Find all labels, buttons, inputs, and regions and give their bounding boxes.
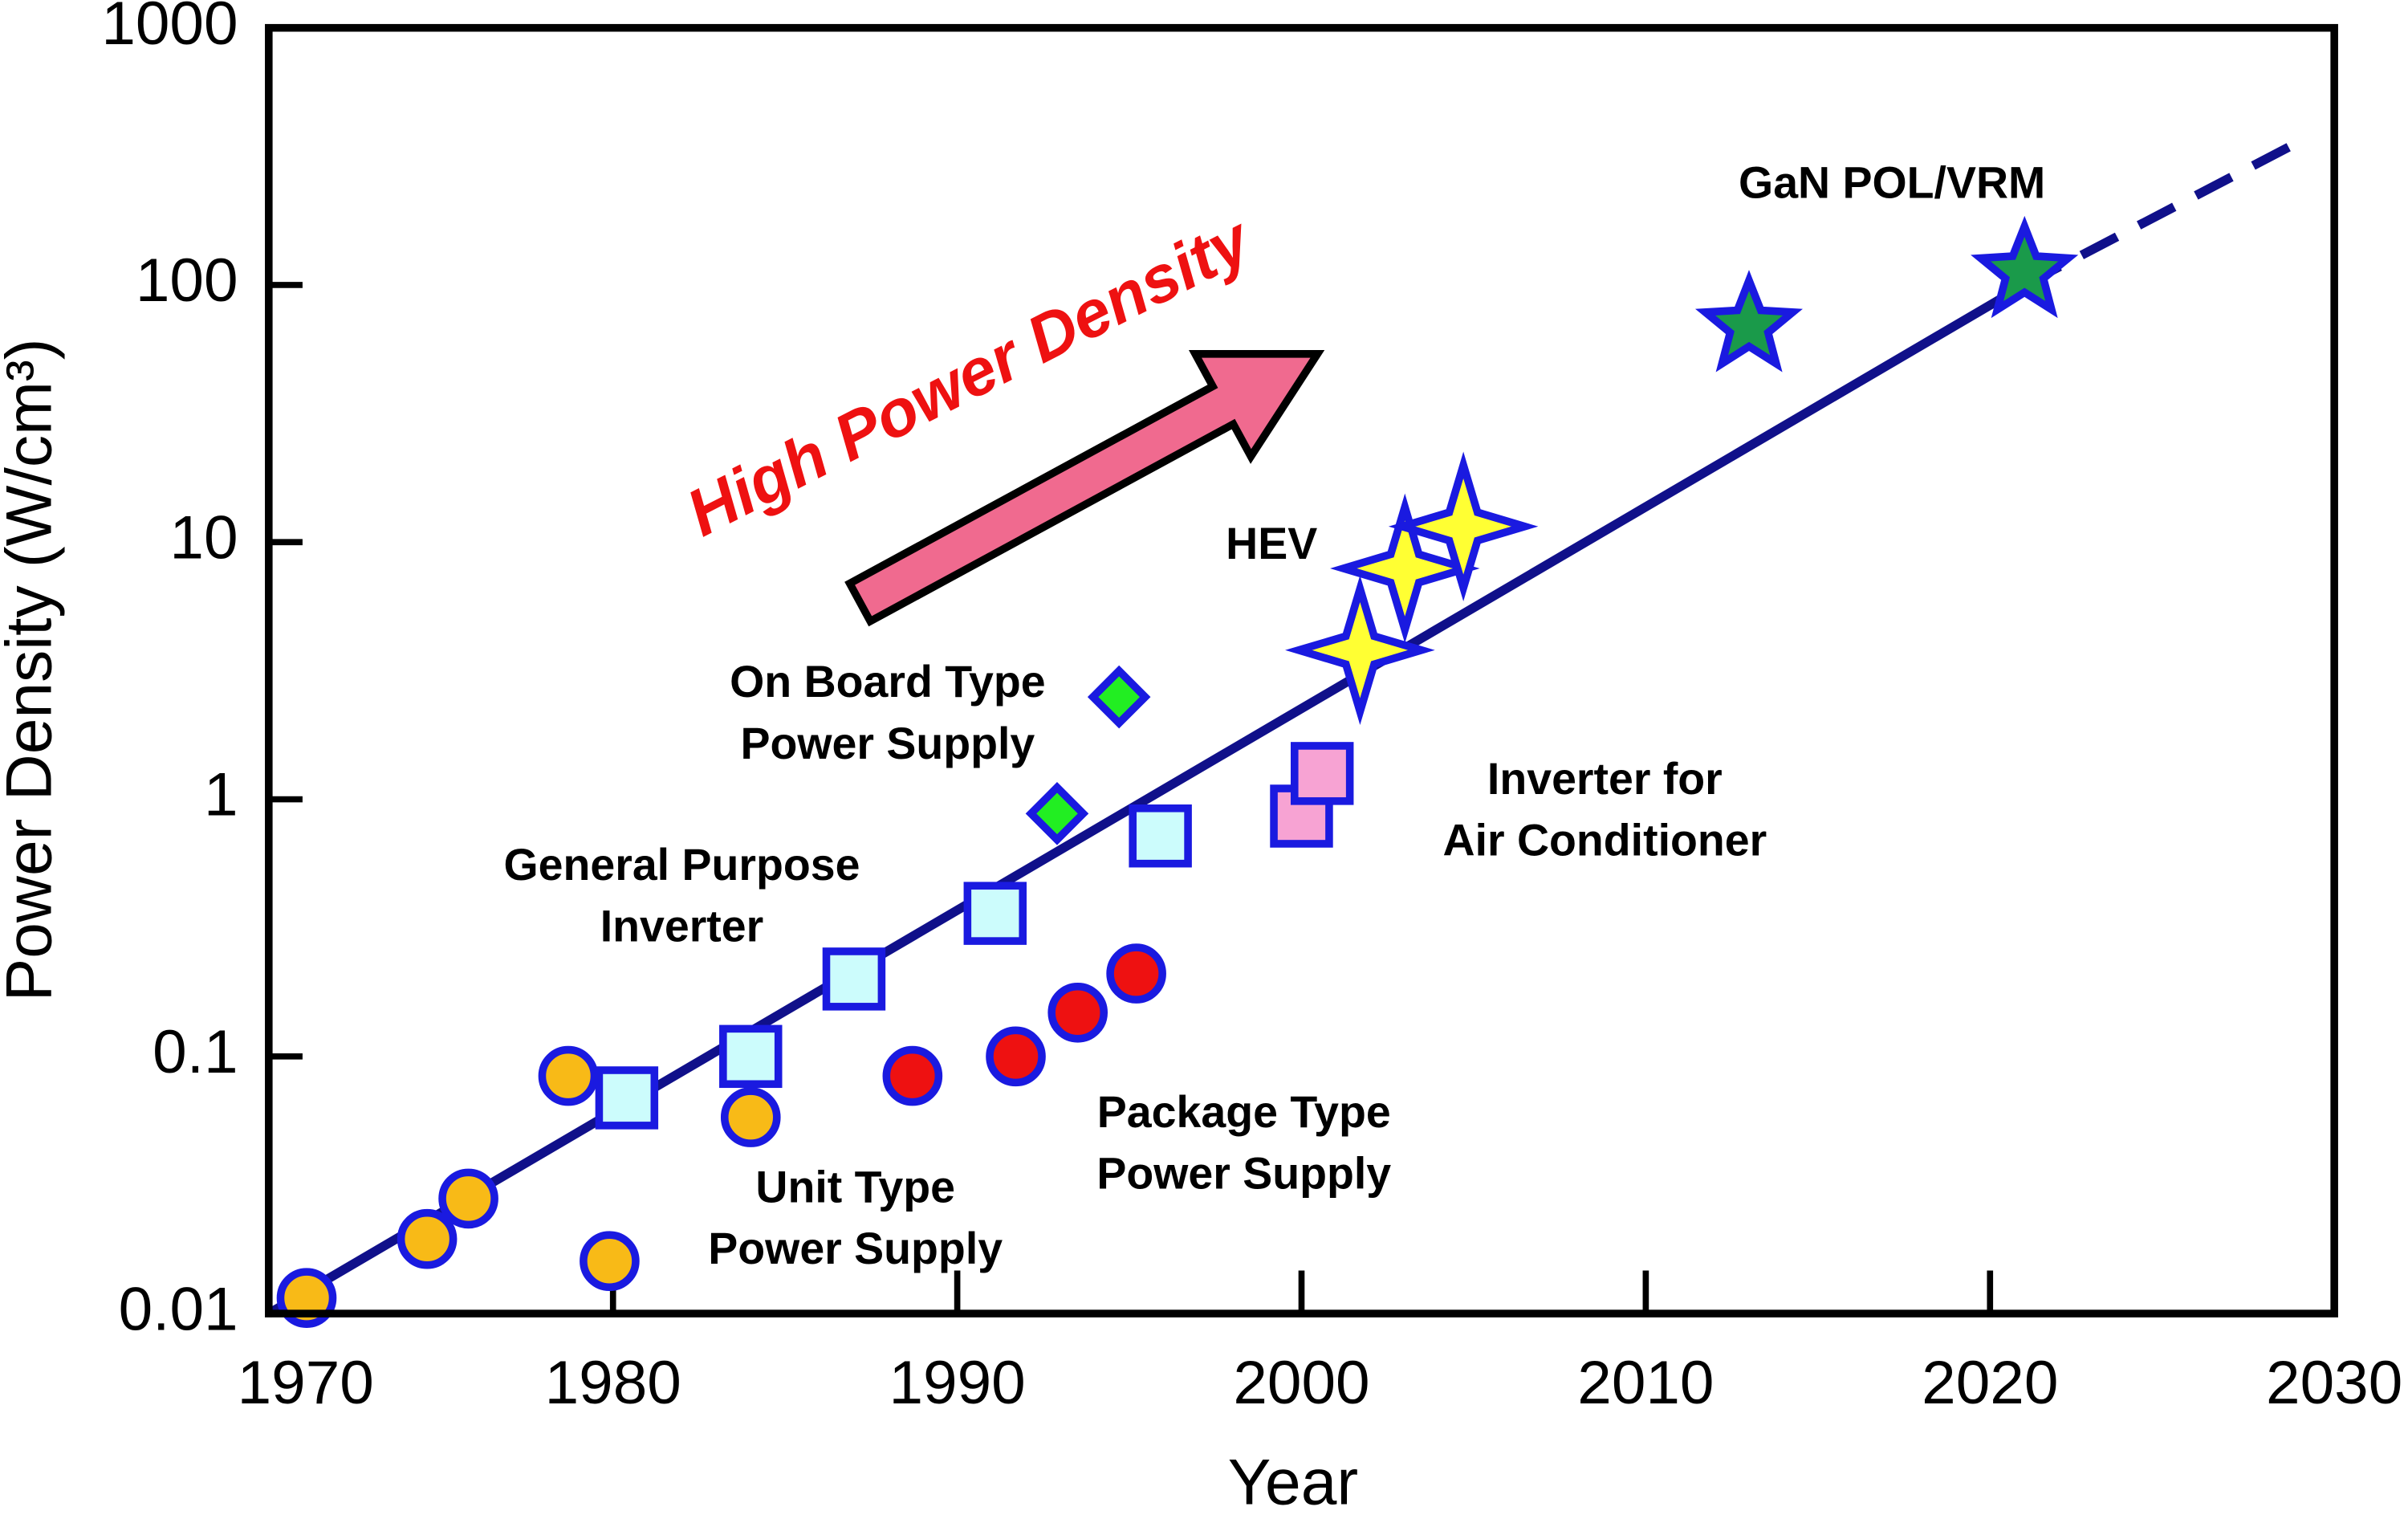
series-label: On Board Type (730, 657, 1045, 707)
y-tick-label: 1 (204, 761, 238, 829)
y-tick-label: 100 (136, 246, 238, 315)
marker (438, 1168, 498, 1229)
series-label: Power Supply (1096, 1148, 1391, 1198)
marker (1330, 493, 1480, 644)
marker (963, 882, 1027, 945)
series-label: Unit Type (755, 1163, 955, 1212)
marker (1047, 982, 1108, 1043)
trend-line (266, 281, 2028, 1318)
y-axis-label: Power Density (W/cm³) (0, 339, 65, 1002)
series-label: Inverter for (1487, 754, 1723, 804)
x-axis-label: Year (1228, 1447, 1358, 1515)
marker (986, 1026, 1046, 1087)
series-label: Power Supply (740, 719, 1035, 768)
x-tick-label: 2010 (1577, 1349, 1714, 1417)
trend-projection (2022, 132, 2312, 290)
marker (1291, 742, 1354, 805)
x-tick-label: 2000 (1233, 1349, 1369, 1417)
x-tick-label: 2020 (1922, 1349, 2058, 1417)
y-tick-label: 0.1 (153, 1018, 238, 1086)
marker (882, 1045, 943, 1106)
series-label: Inverter (600, 901, 764, 951)
series-label: Power Supply (708, 1224, 1003, 1273)
series-label: Package Type (1097, 1087, 1391, 1137)
series-label: Air Conditioner (1443, 815, 1767, 865)
y-tick-label: 1000 (101, 0, 238, 58)
marker (1129, 804, 1192, 868)
marker (580, 1231, 640, 1292)
marker (1694, 270, 1803, 373)
arrow (844, 349, 1325, 627)
series-label: General Purpose (504, 840, 860, 890)
series-label: HEV (1226, 519, 1317, 568)
plot-frame (265, 23, 2338, 1317)
marker (538, 1045, 599, 1106)
x-tick-label: 2030 (2266, 1349, 2402, 1417)
series-label: GaN POL/VRM (1739, 157, 2045, 207)
marker (397, 1208, 458, 1269)
marker (1971, 215, 2079, 319)
marker (719, 1024, 783, 1089)
marker (822, 947, 886, 1011)
marker (1285, 575, 1435, 726)
x-tick-label: 1970 (238, 1349, 374, 1417)
y-tick-label: 0.01 (119, 1275, 238, 1343)
marker (1087, 665, 1151, 729)
x-tick-label: 1990 (889, 1349, 1025, 1417)
marker (720, 1087, 781, 1147)
y-tick-label: 10 (169, 503, 238, 572)
marker (1106, 943, 1166, 1004)
marker (1388, 451, 1539, 601)
marker (595, 1066, 659, 1130)
x-tick-label: 1980 (545, 1349, 681, 1417)
trend-arrow (844, 349, 1325, 627)
marker (1025, 782, 1089, 845)
